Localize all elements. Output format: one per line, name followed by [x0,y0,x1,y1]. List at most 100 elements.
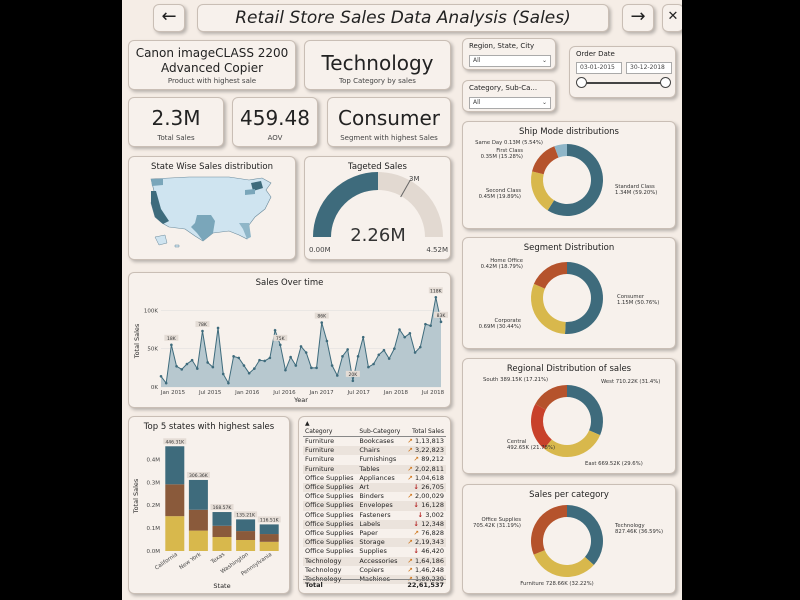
sales-point[interactable] [315,366,318,370]
sales-point[interactable] [227,381,230,385]
bar-segment-office-supplies[interactable] [212,525,232,538]
sales-point[interactable] [403,335,407,339]
donut-slice-standard-class[interactable] [547,144,603,216]
bar-segment-technology[interactable] [188,479,208,510]
sales-point[interactable] [175,365,178,368]
sales-point[interactable] [387,357,391,360]
sort-icon[interactable]: ▲ [305,420,310,427]
donut-slice-east[interactable] [544,430,601,457]
bar-segment-furniture[interactable] [165,516,185,551]
sales-point[interactable] [273,328,277,332]
start-date-input[interactable]: 03-01-2015 [576,62,622,74]
donut-slice-central[interactable] [531,404,552,449]
sales-point[interactable] [335,374,339,377]
sales-point[interactable] [408,332,412,335]
bar-segment-furniture[interactable] [212,537,232,551]
us-map[interactable] [129,157,297,261]
table-row[interactable]: Furniture Chairs ↗ 3,22,823 [303,446,446,456]
sales-point[interactable] [237,356,241,360]
sales-point[interactable] [221,372,225,376]
sales-point[interactable] [424,322,427,326]
map-state-texas[interactable] [191,215,215,241]
sales-point[interactable] [263,359,267,363]
sales-point[interactable] [232,355,235,358]
bar-segment-technology[interactable] [165,446,185,485]
sales-point[interactable] [429,324,432,327]
sales-point[interactable] [253,367,256,370]
table-row[interactable]: Office Supplies Labels ↓ 12,348 [303,519,446,530]
bar-segment-office-supplies[interactable] [188,509,208,531]
region-slicer[interactable]: Region, State, City All ⌄ [462,38,556,70]
sales-point[interactable] [351,379,355,383]
table-row[interactable]: Office Supplies Appliances ↗ 1,04,618 [303,474,446,483]
sales-point[interactable] [320,321,324,324]
bar-segment-office-supplies[interactable] [165,484,185,517]
sales-point[interactable] [190,358,194,362]
bar-segment-furniture[interactable] [259,541,279,551]
donut-slice-furniture[interactable] [533,550,594,577]
donut-slice-south[interactable] [535,385,567,410]
ship-mode-donut[interactable]: Standard Class 1.34M (59.20%) Second Class… [463,122,677,230]
targeted-sales-gauge[interactable]: 2.26M 0.00M 4.52M 3M [305,157,452,261]
sales-point[interactable] [413,351,417,354]
sales-point[interactable] [418,345,422,349]
sales-point[interactable] [377,353,381,357]
sales-point[interactable] [439,320,443,324]
donut-slice-second-class[interactable] [531,171,555,211]
sales-point[interactable] [393,347,396,350]
sales-point[interactable] [299,345,303,348]
sales-point[interactable] [325,339,329,343]
sales-point[interactable] [356,355,360,358]
sales-point[interactable] [206,361,209,364]
segment-donut[interactable]: Consumer 1.15M (50.76%) Corporate 0.69M (30… [463,238,677,350]
sales-point[interactable] [242,364,246,367]
sales-point[interactable] [211,365,215,369]
table-row[interactable]: Furniture Bookcases ↗ 1,13,813 [303,437,446,447]
table-row[interactable]: Technology Copiers ↗ 1,46,248 [303,566,446,575]
bar-segment-office-supplies[interactable] [236,531,256,540]
end-date-input[interactable]: 30-12-2018 [626,62,672,74]
region-dropdown[interactable]: All ⌄ [469,55,551,67]
table-row[interactable]: Office Supplies Binders ↗ 2,00,029 [303,492,446,501]
table-row[interactable]: Office Supplies Fasteners ↓ 3,002 [303,511,446,520]
table-row[interactable]: Furniture Tables ↗ 2,02,811 [303,464,446,474]
bar-segment-technology[interactable] [259,524,279,535]
sales-point[interactable] [372,362,375,366]
donut-slice-office-supplies[interactable] [531,505,567,555]
sales-point[interactable] [310,366,313,370]
donut-slice-consumer[interactable] [564,262,603,334]
bar-segment-furniture[interactable] [236,540,256,551]
sales-point[interactable] [278,343,282,347]
sales-point[interactable] [201,329,204,333]
sales-point[interactable] [294,364,298,367]
sales-over-time-chart[interactable]: 0K 50K 100K 18K 78K 75K 86K 20K 118K 83K Jan 2015 J… [129,273,452,409]
sales-point[interactable] [289,355,292,359]
map-state-california[interactable] [151,191,169,224]
sales-point[interactable] [382,348,386,352]
table-header-subcategory[interactable]: Sub-Category [357,427,404,437]
sales-point[interactable] [180,368,184,371]
top-states-chart[interactable]: 0.0M0.1M0.2M0.3M0.4M446.31KCalifornia306… [129,417,291,595]
category-sales-donut[interactable]: Technology 827.46K (36.59%) Furniture 728.… [463,485,677,595]
map-state-florida[interactable] [239,223,251,239]
sales-point[interactable] [216,326,220,330]
sales-point[interactable] [185,362,189,366]
back-button[interactable]: ← [153,4,185,32]
bar-segment-technology[interactable] [212,512,232,526]
table-row[interactable]: Furniture Furnishings ↗ 89,212 [303,455,446,464]
date-range-start-handle[interactable] [576,77,587,88]
table-row[interactable]: Office Supplies Storage ↗ 2,19,343 [303,538,446,548]
sales-point[interactable] [346,348,349,351]
sales-point[interactable] [434,296,438,299]
table-header-category[interactable]: Category [303,427,358,437]
sales-point[interactable] [304,351,308,354]
forward-button[interactable]: → [622,4,654,32]
bar-segment-technology[interactable] [236,519,256,532]
donut-slice-home-office[interactable] [533,262,567,289]
order-date-slicer[interactable]: Order Date 03-01-2015 30-12-2018 [569,46,676,98]
sales-point[interactable] [164,381,168,385]
donut-slice-west[interactable] [567,385,603,436]
donut-slice-same-day[interactable] [554,144,567,158]
close-button[interactable]: ✕ [662,4,682,32]
bar-segment-office-supplies[interactable] [259,534,279,542]
